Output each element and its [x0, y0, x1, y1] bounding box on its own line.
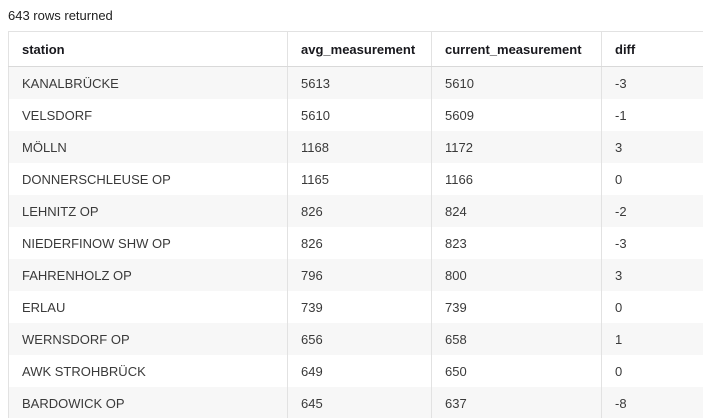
table-row: MÖLLN 1168 1172 3 — [8, 131, 703, 163]
cell-current-measurement: 824 — [431, 195, 602, 227]
cell-station: FAHRENHOLZ OP — [8, 259, 288, 291]
cell-avg-measurement: 656 — [287, 323, 432, 355]
cell-diff: 3 — [601, 131, 703, 163]
cell-station: KANALBRÜCKE — [8, 66, 288, 99]
cell-current-measurement: 823 — [431, 227, 602, 259]
query-results-table: station avg_measurement current_measurem… — [8, 31, 703, 418]
column-header-diff[interactable]: diff — [601, 31, 703, 67]
cell-current-measurement: 5610 — [431, 66, 602, 99]
cell-avg-measurement: 1165 — [287, 163, 432, 195]
cell-station: ERLAU — [8, 291, 288, 323]
table-row: ERLAU 739 739 0 — [8, 291, 703, 323]
rows-returned-status: 643 rows returned — [8, 8, 113, 23]
table-row: FAHRENHOLZ OP 796 800 3 — [8, 259, 703, 291]
cell-avg-measurement: 5610 — [287, 99, 432, 131]
table-row: LEHNITZ OP 826 824 -2 — [8, 195, 703, 227]
cell-diff: 1 — [601, 323, 703, 355]
column-header-station[interactable]: station — [8, 31, 288, 67]
table-row: VELSDORF 5610 5609 -1 — [8, 99, 703, 131]
cell-current-measurement: 739 — [431, 291, 602, 323]
table-row: WERNSDORF OP 656 658 1 — [8, 323, 703, 355]
cell-avg-measurement: 5613 — [287, 66, 432, 99]
column-header-avg-measurement[interactable]: avg_measurement — [287, 31, 432, 67]
cell-station: WERNSDORF OP — [8, 323, 288, 355]
cell-diff: -3 — [601, 66, 703, 99]
cell-avg-measurement: 826 — [287, 195, 432, 227]
column-header-current-measurement[interactable]: current_measurement — [431, 31, 602, 67]
cell-station: NIEDERFINOW SHW OP — [8, 227, 288, 259]
table-header-row: station avg_measurement current_measurem… — [8, 31, 703, 67]
cell-current-measurement: 800 — [431, 259, 602, 291]
cell-avg-measurement: 649 — [287, 355, 432, 387]
cell-avg-measurement: 739 — [287, 291, 432, 323]
cell-avg-measurement: 1168 — [287, 131, 432, 163]
table-row: BARDOWICK OP 645 637 -8 — [8, 387, 703, 418]
cell-diff: 0 — [601, 163, 703, 195]
cell-diff: 0 — [601, 291, 703, 323]
cell-current-measurement: 1166 — [431, 163, 602, 195]
cell-station: VELSDORF — [8, 99, 288, 131]
cell-station: LEHNITZ OP — [8, 195, 288, 227]
cell-current-measurement: 1172 — [431, 131, 602, 163]
cell-avg-measurement: 796 — [287, 259, 432, 291]
table-row: NIEDERFINOW SHW OP 826 823 -3 — [8, 227, 703, 259]
cell-station: DONNERSCHLEUSE OP — [8, 163, 288, 195]
cell-current-measurement: 658 — [431, 323, 602, 355]
cell-current-measurement: 650 — [431, 355, 602, 387]
cell-station: MÖLLN — [8, 131, 288, 163]
cell-diff: 0 — [601, 355, 703, 387]
cell-diff: -2 — [601, 195, 703, 227]
cell-station: AWK STROHBRÜCK — [8, 355, 288, 387]
cell-diff: 3 — [601, 259, 703, 291]
cell-station: BARDOWICK OP — [8, 387, 288, 418]
cell-current-measurement: 5609 — [431, 99, 602, 131]
table-row: DONNERSCHLEUSE OP 1165 1166 0 — [8, 163, 703, 195]
cell-diff: -8 — [601, 387, 703, 418]
cell-current-measurement: 637 — [431, 387, 602, 418]
cell-avg-measurement: 826 — [287, 227, 432, 259]
cell-diff: -1 — [601, 99, 703, 131]
table-row: AWK STROHBRÜCK 649 650 0 — [8, 355, 703, 387]
table-row: KANALBRÜCKE 5613 5610 -3 — [8, 66, 703, 99]
cell-diff: -3 — [601, 227, 703, 259]
cell-avg-measurement: 645 — [287, 387, 432, 418]
